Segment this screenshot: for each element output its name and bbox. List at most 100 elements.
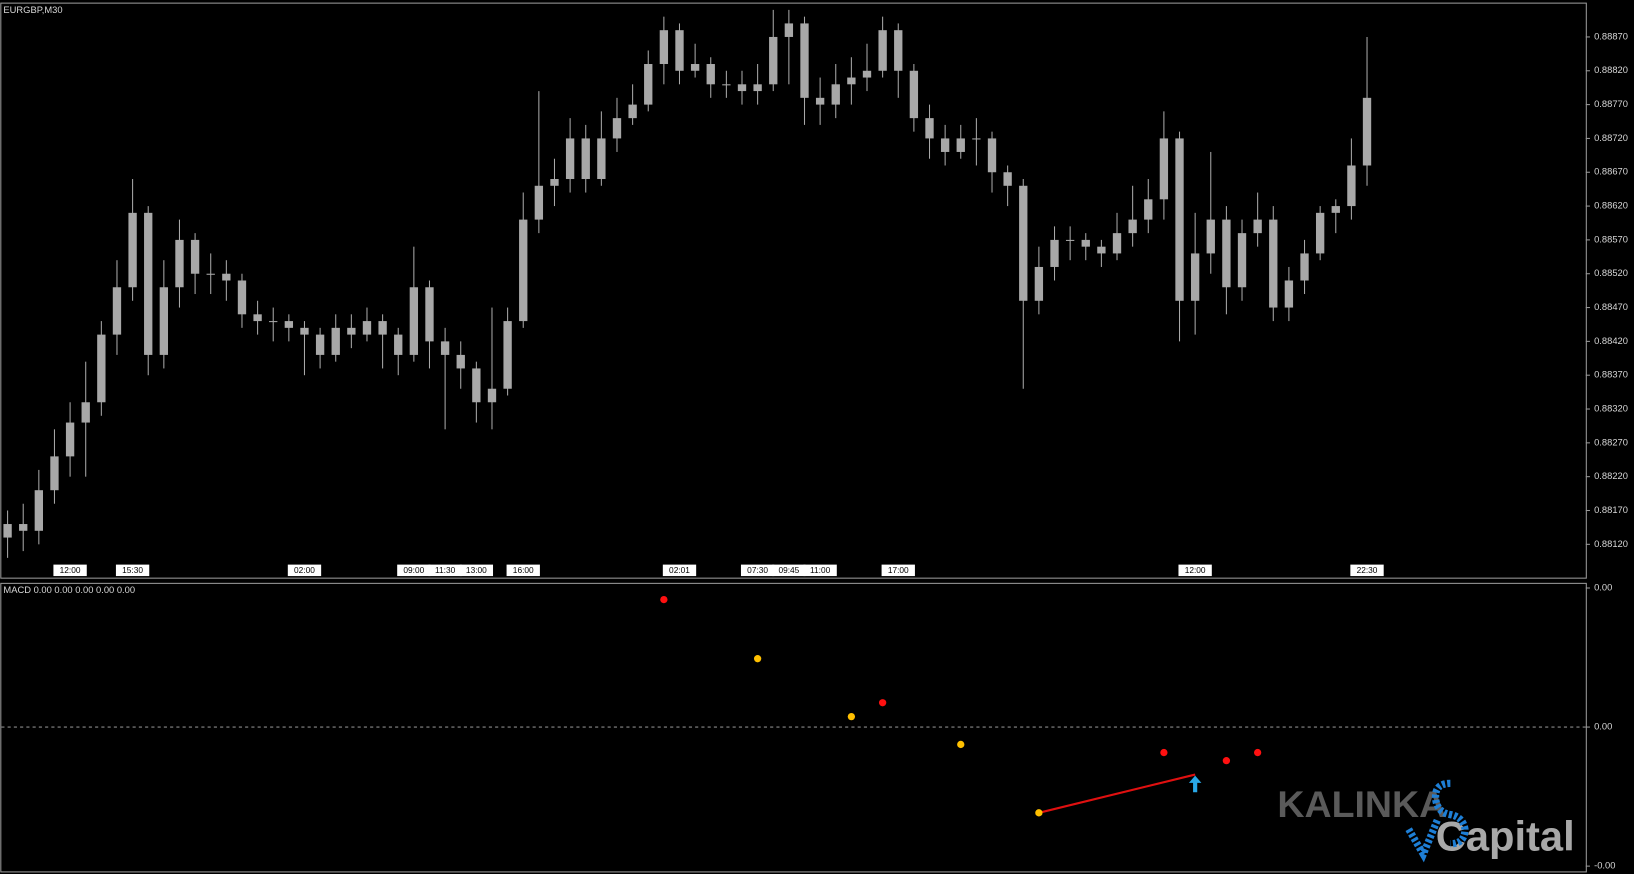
x-tick-label: 09:45 (778, 565, 799, 575)
y-tick-label: 0.88420 (1594, 336, 1628, 346)
candle-body (331, 327, 340, 355)
candle-body (956, 138, 965, 152)
y-tick-label: 0.88870 (1594, 31, 1628, 41)
candle-body (487, 388, 497, 403)
candle-body (362, 321, 372, 335)
candle-body (987, 138, 997, 173)
candle-body (425, 287, 434, 342)
y-tick-label: 0.88220 (1594, 471, 1628, 481)
x-tick-box (506, 564, 540, 577)
candle-body (1222, 219, 1231, 288)
y-tick-label: 0.88770 (1594, 99, 1628, 109)
x-tick-label: 02:01 (669, 565, 690, 575)
candle-body (284, 321, 294, 328)
divergence-line (1038, 773, 1196, 814)
candle-body (675, 30, 684, 71)
y-tick-label: 0.88570 (1594, 234, 1628, 244)
candle-body (1144, 199, 1153, 220)
candle-body (112, 287, 122, 335)
x-tick-label: 02:00 (294, 565, 315, 575)
candle-body (1065, 239, 1075, 241)
candle-body (81, 402, 90, 423)
watermark-brand: KALINKA (1277, 783, 1446, 825)
candle-body (1081, 239, 1090, 247)
x-tick-box (881, 564, 915, 577)
signal-dot (847, 712, 856, 721)
candle-body (1128, 219, 1137, 234)
candle-body (1206, 219, 1215, 254)
candle-body (847, 77, 856, 85)
candle-body (644, 64, 653, 105)
watermark-logo (1405, 779, 1469, 863)
candle-body (519, 219, 528, 322)
x-tick-label: 15:30 (122, 565, 143, 575)
candle-body (1175, 138, 1184, 301)
candle-body (269, 321, 278, 323)
x-tick-label: 12:00 (60, 565, 81, 575)
candle-body (925, 118, 934, 139)
candle-body (940, 138, 950, 152)
x-tick-box (1350, 564, 1384, 577)
candle-body (753, 84, 762, 92)
candle-body (1003, 172, 1012, 186)
candle-body (190, 239, 200, 274)
watermark-product: Capital (1436, 813, 1575, 860)
x-tick-box (662, 564, 697, 577)
candle-body (612, 118, 622, 139)
candle-body (253, 314, 262, 322)
candle-body (19, 524, 28, 531)
panel-title: EURGBP,M30 (3, 5, 62, 15)
x-tick-label: 17:00 (888, 565, 909, 575)
candle-body (972, 138, 981, 140)
candle-body (1190, 253, 1200, 301)
x-tick-box (772, 564, 806, 577)
candle-body (159, 287, 169, 355)
candle-body (565, 138, 575, 180)
candle-body (1347, 165, 1356, 207)
y-tick-label: 0.00 (1594, 582, 1612, 592)
x-tick-label: 11:30 (435, 565, 456, 575)
candle-body (628, 104, 637, 119)
y-tick-label: 0.88120 (1594, 539, 1628, 549)
candle-body (878, 30, 887, 71)
candle-body (690, 64, 700, 71)
candle-body (34, 490, 44, 531)
candle-body (440, 341, 450, 355)
x-tick-box (1178, 564, 1212, 577)
candle-body (1253, 219, 1262, 234)
candle-body (769, 36, 778, 85)
candle-body (222, 273, 231, 281)
candle-body (378, 321, 387, 335)
signal-dot (1222, 757, 1231, 765)
signal-arrow (1188, 775, 1202, 793)
signal-dot (1035, 809, 1043, 817)
y-tick-label: 0.88520 (1594, 268, 1628, 278)
candle-body (862, 70, 872, 78)
candle-body (1034, 266, 1044, 301)
candle-body (97, 334, 106, 403)
candle-body (65, 422, 75, 457)
x-tick-label: 13:00 (466, 565, 487, 575)
candle-body (1159, 138, 1169, 200)
candle-body (175, 239, 184, 288)
signal-dot (660, 595, 668, 604)
x-tick-label: 12:00 (1185, 565, 1206, 575)
candle-body (581, 138, 590, 180)
y-tick-label: 0.88820 (1594, 65, 1628, 75)
candle-body (472, 368, 481, 403)
signal-dot (1254, 748, 1262, 757)
y-tick-label: 0.88670 (1594, 167, 1628, 177)
candle-body (206, 273, 215, 275)
x-tick-box (397, 564, 431, 577)
candle-body (50, 456, 59, 491)
x-tick-box (287, 564, 322, 577)
x-tick-box (115, 564, 150, 577)
y-tick-label: 0.88370 (1594, 370, 1628, 380)
candle-body (144, 212, 153, 355)
candle-body (534, 185, 544, 220)
candle-body (815, 97, 825, 105)
candle-body (1112, 233, 1122, 254)
y-tick-label: 0.00 (1594, 722, 1612, 732)
y-tick-label: 0.88170 (1594, 505, 1628, 515)
